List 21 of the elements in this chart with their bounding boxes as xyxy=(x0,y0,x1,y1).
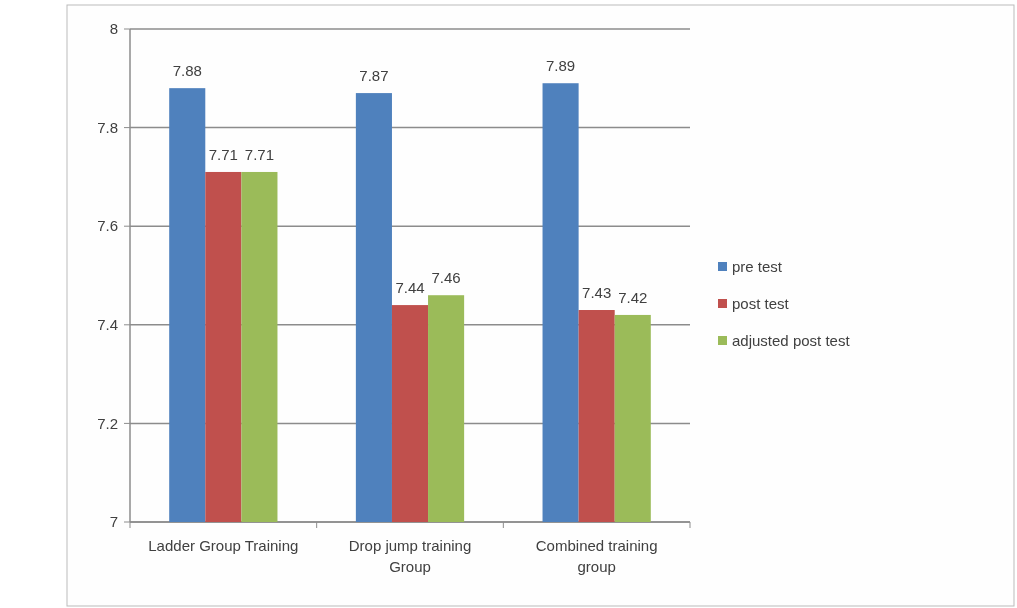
y-tick-label: 7.8 xyxy=(97,118,118,136)
data-label: 7.42 xyxy=(618,288,648,306)
data-label: 7.88 xyxy=(172,62,202,80)
data-label: 7.44 xyxy=(395,279,425,297)
legend-label: post test xyxy=(732,295,790,313)
x-tick-label: Drop jump training Group xyxy=(348,537,472,575)
y-tick-label: 8 xyxy=(109,20,118,38)
y-tick-label: 7.4 xyxy=(97,316,118,334)
legend-label: pre test xyxy=(732,258,783,276)
y-tick-label: 7.2 xyxy=(97,414,118,432)
data-label: 7.89 xyxy=(545,57,576,75)
data-label: 7.43 xyxy=(582,284,612,302)
legend-label: adjusted post test xyxy=(732,332,851,350)
data-label: 7.87 xyxy=(359,67,389,85)
y-tick-label: 7 xyxy=(109,513,118,531)
y-tick-label: 7.6 xyxy=(97,217,118,235)
x-tick-label: Ladder Group Training xyxy=(148,537,299,554)
data-label: 7.71 xyxy=(208,145,238,163)
data-label: 7.71 xyxy=(244,145,275,163)
x-tick-label: Combined training group xyxy=(535,537,658,575)
data-label: 7.46 xyxy=(431,269,461,287)
